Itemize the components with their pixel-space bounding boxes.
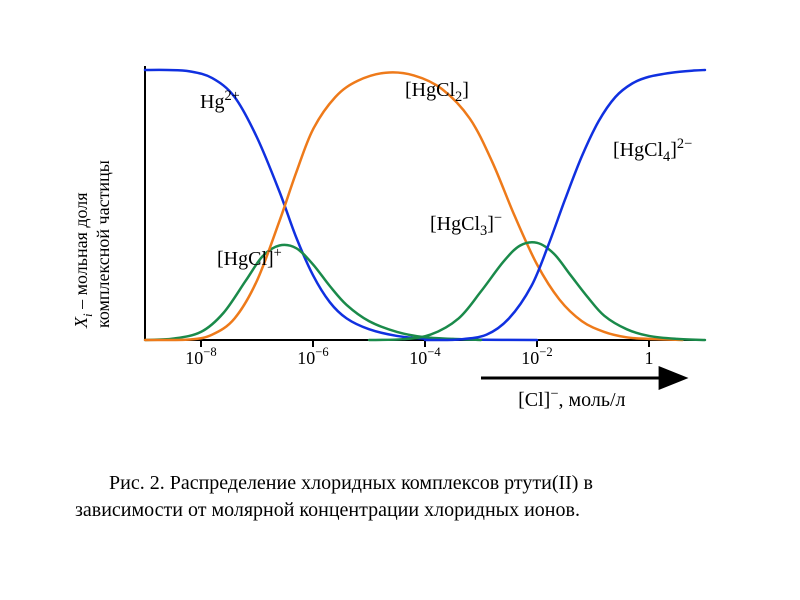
series-HgCl4_2minus — [425, 70, 705, 340]
label-Hg2plus: Hg2+ — [200, 88, 240, 113]
series-HgCl2 — [145, 72, 683, 340]
label-HgCl3minus: [HgCl3]− — [430, 210, 502, 239]
label-HgCl4_2minus: [HgCl4]2− — [613, 136, 692, 165]
label-HgClplus: [HgCl]+ — [217, 245, 282, 270]
xtick-label: 10−6 — [297, 345, 328, 368]
xtick-label: 10−8 — [185, 345, 216, 368]
x-axis-label: [Cl]−, моль/л — [518, 386, 625, 411]
speciation-chart: 10−8 10−6 10−4 10−2 1 Hg2+ [HgCl]+ [HgCl2] [HgCl… — [75, 60, 715, 420]
y-axis-label: комплексной частицыXi – мольная доля — [75, 160, 113, 329]
page: { "chart": { "type": "line", "width_px":… — [0, 0, 800, 600]
caption-line1: Распределение хлоридных комплексов ртути… — [165, 472, 593, 494]
xtick-label: 10−4 — [409, 345, 441, 368]
series-HgCl3minus — [369, 242, 705, 340]
xtick-label: 1 — [645, 348, 654, 368]
figure-caption: Рис. 2. Распределение хлоридных комплекс… — [75, 470, 735, 524]
svg-text:комплексной частицы: комплексной частицы — [93, 160, 113, 328]
series-HgClplus — [145, 245, 481, 340]
xtick-label: 10−2 — [521, 345, 552, 368]
caption-line2: зависимости от молярной концентрации хло… — [75, 499, 580, 521]
label-HgCl2: [HgCl2] — [405, 79, 469, 105]
caption-fig-label: Рис. 2. — [109, 472, 165, 494]
svg-text:Xi – мольная доля: Xi – мольная доля — [75, 192, 95, 329]
